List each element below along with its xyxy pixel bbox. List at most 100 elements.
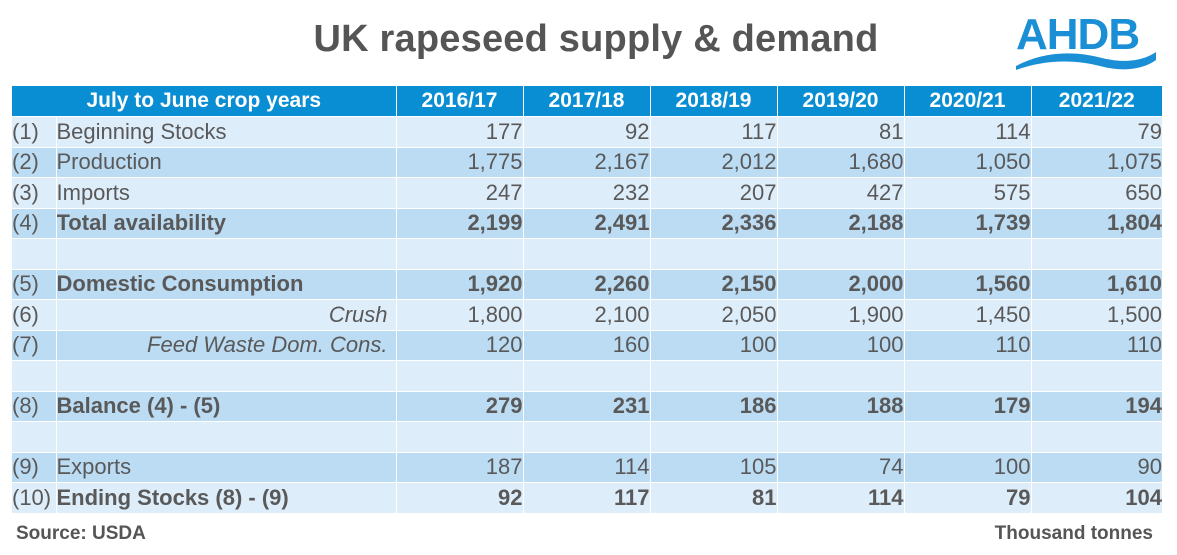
value-cell: 81 — [777, 116, 905, 147]
value-cell: 160 — [523, 329, 651, 361]
value-cell — [1031, 360, 1162, 391]
row-index: (2) — [12, 146, 57, 178]
value-cell: 650 — [1031, 177, 1162, 208]
row-index: (7) — [12, 329, 57, 361]
value-cell — [1031, 421, 1162, 452]
value-cell: 100 — [777, 329, 905, 361]
units-note: Thousand tonnes — [994, 523, 1153, 544]
value-cell: 74 — [777, 451, 905, 483]
table-row: (5) Domestic Consumption 1,920 2,260 2,150 2,… — [12, 268, 1162, 300]
value-cell — [904, 360, 1032, 391]
value-cell: 110 — [1031, 329, 1162, 361]
spacer-row — [12, 238, 1162, 269]
header-year: 2017/18 — [523, 86, 651, 117]
value-cell: 188 — [777, 390, 905, 422]
table-row: (10) Ending Stocks (8) - (9) 92 117 81 114 79 1… — [12, 482, 1162, 513]
ahdb-logo: AHDB — [1012, 8, 1162, 74]
value-cell: 114 — [904, 116, 1032, 147]
row-index: (3) — [12, 177, 57, 208]
row-label: Beginning Stocks — [56, 116, 397, 147]
value-cell — [523, 421, 651, 452]
value-cell: 117 — [523, 482, 651, 513]
value-cell: 1,050 — [904, 146, 1032, 178]
row-index: (9) — [12, 451, 57, 483]
value-cell: 427 — [777, 177, 905, 208]
row-label: Exports — [56, 451, 397, 483]
value-cell — [650, 360, 778, 391]
value-cell — [777, 238, 905, 269]
table-row: (4) Total availability 2,199 2,491 2,336 2,18… — [12, 207, 1162, 239]
value-cell: 120 — [396, 329, 524, 361]
row-index: (1) — [12, 116, 57, 147]
row-label: Ending Stocks (8) - (9) — [56, 482, 397, 513]
table-row: (1) Beginning Stocks 177 92 117 81 114 79 — [12, 116, 1162, 147]
value-cell: 187 — [396, 451, 524, 483]
value-cell — [1031, 238, 1162, 269]
table-row: (2) Production 1,775 2,167 2,012 1,680 1,050 1,… — [12, 146, 1162, 178]
value-cell: 2,167 — [523, 146, 651, 178]
value-cell — [777, 421, 905, 452]
value-cell — [396, 238, 524, 269]
row-index — [12, 421, 57, 452]
value-cell: 92 — [396, 482, 524, 513]
value-cell: 1,804 — [1031, 207, 1162, 239]
value-cell: 1,560 — [904, 268, 1032, 300]
table-row: (6) Crush 1,800 2,100 2,050 1,900 1,450 1,500 — [12, 299, 1162, 330]
table-header-row: July to June crop years 2016/17 2017/18 … — [12, 86, 1162, 117]
value-cell — [904, 421, 1032, 452]
value-cell — [777, 360, 905, 391]
row-index — [12, 238, 57, 269]
table-row: (7) Feed Waste Dom. Cons. 120 160 100 100 110 1… — [12, 329, 1162, 361]
value-cell: 1,739 — [904, 207, 1032, 239]
value-cell: 177 — [396, 116, 524, 147]
value-cell — [396, 421, 524, 452]
value-cell — [650, 421, 778, 452]
value-cell: 1,920 — [396, 268, 524, 300]
value-cell: 1,900 — [777, 299, 905, 330]
value-cell: 2,188 — [777, 207, 905, 239]
header-year: 2020/21 — [904, 86, 1032, 117]
header-year: 2016/17 — [396, 86, 524, 117]
value-cell — [523, 238, 651, 269]
table-row: (8) Balance (4) - (5) 279 231 186 188 179 194 — [12, 390, 1162, 422]
value-cell: 2,050 — [650, 299, 778, 330]
value-cell: 90 — [1031, 451, 1162, 483]
row-label: Domestic Consumption — [56, 268, 397, 300]
value-cell: 92 — [523, 116, 651, 147]
value-cell: 1,075 — [1031, 146, 1162, 178]
value-cell: 1,500 — [1031, 299, 1162, 330]
wave-icon — [1016, 52, 1156, 70]
value-cell: 2,491 — [523, 207, 651, 239]
row-label — [56, 360, 397, 391]
row-index: (8) — [12, 390, 57, 422]
value-cell: 2,000 — [777, 268, 905, 300]
table-row: (9) Exports 187 114 105 74 100 90 — [12, 451, 1162, 483]
value-cell: 232 — [523, 177, 651, 208]
row-label: Crush — [56, 299, 397, 330]
value-cell: 110 — [904, 329, 1032, 361]
value-cell: 100 — [904, 451, 1032, 483]
value-cell: 1,800 — [396, 299, 524, 330]
header-year: 2019/20 — [777, 86, 905, 117]
row-index: (10) — [12, 482, 57, 513]
row-label: Feed Waste Dom. Cons. — [56, 329, 397, 361]
header-year: 2021/22 — [1031, 86, 1162, 117]
value-cell: 79 — [904, 482, 1032, 513]
value-cell: 81 — [650, 482, 778, 513]
value-cell: 79 — [1031, 116, 1162, 147]
value-cell: 1,680 — [777, 146, 905, 178]
value-cell: 2,100 — [523, 299, 651, 330]
value-cell: 2,150 — [650, 268, 778, 300]
value-cell: 179 — [904, 390, 1032, 422]
page-title: UK rapeseed supply & demand — [313, 18, 879, 60]
value-cell: 114 — [777, 482, 905, 513]
value-cell: 2,199 — [396, 207, 524, 239]
value-cell: 231 — [523, 390, 651, 422]
value-cell: 1,610 — [1031, 268, 1162, 300]
spacer-row — [12, 421, 1162, 452]
value-cell: 1,775 — [396, 146, 524, 178]
value-cell: 247 — [396, 177, 524, 208]
value-cell — [396, 360, 524, 391]
value-cell — [650, 238, 778, 269]
row-label: Production — [56, 146, 397, 178]
